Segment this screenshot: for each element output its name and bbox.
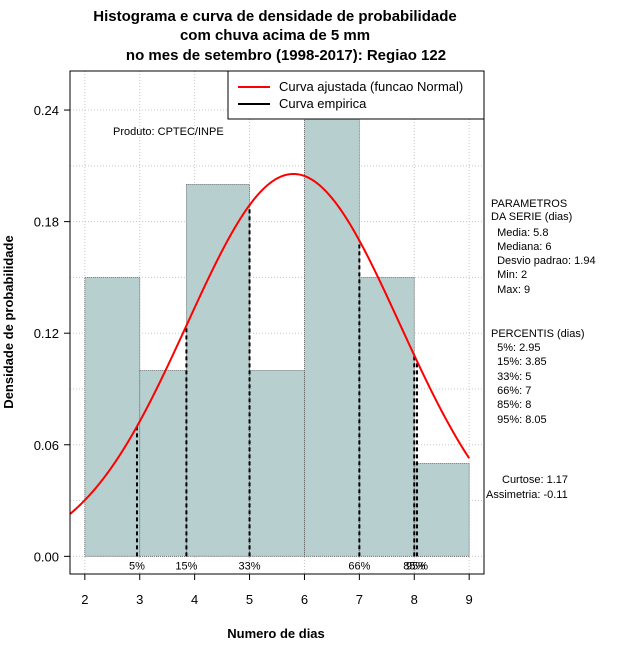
percentile-lines bbox=[135, 205, 419, 557]
percentile-labels: 5% 15% 33% 66% 85%95% bbox=[129, 560, 428, 572]
histogram-bar bbox=[249, 369, 305, 557]
params-line: Mediana: 6 bbox=[491, 241, 552, 253]
percentis-line: 85%: 8 bbox=[491, 399, 531, 411]
x-tick-label: 8 bbox=[411, 592, 418, 607]
y-tick-label: 0.00 bbox=[34, 549, 59, 564]
chart-title: Histograma e curva de densidade de proba… bbox=[93, 8, 456, 64]
histogram-bar bbox=[358, 277, 415, 557]
percentiles-panel: PERCENTIS (dias) 5%: 2.95 15%: 3.85 33%:… bbox=[491, 328, 585, 426]
legend-label-fitted-curve: Curva ajustada (funcao Normal) bbox=[279, 79, 463, 94]
x-tick-label: 9 bbox=[466, 592, 473, 607]
y-axis: 0.00 0.06 0.12 0.18 0.24 bbox=[34, 103, 71, 564]
x-tick-label: 4 bbox=[191, 592, 198, 607]
histogram-bar bbox=[413, 462, 470, 557]
title-line-1: Histograma e curva de densidade de proba… bbox=[93, 8, 456, 25]
percentis-line: 95%: 8.05 bbox=[491, 414, 547, 426]
series-parameters-panel: PARAMETROS DA SERIE (dias) Media: 5.8 Me… bbox=[491, 198, 596, 296]
title-line-3: no mes de setembro (1998-2017): Regiao 1… bbox=[126, 47, 446, 64]
y-tick-label: 0.06 bbox=[34, 438, 59, 453]
x-axis: 2 3 4 5 6 7 8 9 bbox=[81, 573, 473, 607]
percentile-label: 15% bbox=[175, 560, 197, 572]
skewness-value: Assimetria: -0.11 bbox=[486, 489, 568, 501]
title-line-2: com chuva acima de 5 mm bbox=[180, 27, 370, 44]
percentile-label: 95% bbox=[406, 560, 428, 572]
params-line: PARAMETROS bbox=[491, 198, 567, 210]
percentis-line: PERCENTIS (dias) bbox=[491, 328, 585, 340]
kurtosis-value: Curtose: 1.17 bbox=[502, 474, 568, 486]
params-line: Media: 5.8 bbox=[491, 227, 548, 239]
y-tick-label: 0.12 bbox=[34, 326, 59, 341]
fitted-normal-curve bbox=[69, 172, 471, 515]
percentis-line: 5%: 2.95 bbox=[491, 342, 541, 354]
histogram-bar bbox=[84, 277, 141, 557]
percentile-label: 5% bbox=[129, 560, 145, 572]
x-tick-label: 5 bbox=[246, 592, 253, 607]
percentile-label: 33% bbox=[239, 560, 261, 572]
histogram-bar bbox=[186, 184, 250, 557]
percentis-line: 33%: 5 bbox=[491, 371, 531, 383]
histogram-bars bbox=[84, 91, 470, 557]
percentile-label: 66% bbox=[348, 560, 370, 572]
normal-curve-layer bbox=[69, 172, 471, 515]
x-tick-label: 6 bbox=[301, 592, 308, 607]
histogram-bar bbox=[139, 369, 187, 557]
params-line: Min: 2 bbox=[491, 269, 527, 281]
legend: Curva ajustada (funcao Normal) Curva emp… bbox=[227, 70, 485, 120]
y-axis-label: Densidade de probabilidade bbox=[1, 235, 16, 408]
x-tick-label: 7 bbox=[356, 592, 363, 607]
y-tick-label: 0.18 bbox=[34, 215, 59, 230]
x-tick-label: 3 bbox=[136, 592, 143, 607]
percentis-line: 66%: 7 bbox=[491, 385, 531, 397]
legend-box bbox=[227, 70, 485, 120]
params-line: Max: 9 bbox=[491, 284, 530, 296]
params-line: Desvio padrao: 1.94 bbox=[491, 255, 596, 267]
x-axis-label: Numero de dias bbox=[227, 626, 325, 641]
y-tick-label: 0.24 bbox=[34, 103, 59, 118]
histogram-bar bbox=[304, 91, 360, 557]
percentile-label: 85% bbox=[403, 560, 425, 572]
source-note: Produto: CPTEC/INPE bbox=[113, 126, 224, 138]
params-line: DA SERIE (dias) bbox=[491, 211, 572, 223]
legend-label-empirical-curve: Curva empirica bbox=[279, 96, 367, 111]
percentis-line: 15%: 3.85 bbox=[491, 356, 547, 368]
x-tick-label: 2 bbox=[81, 592, 88, 607]
